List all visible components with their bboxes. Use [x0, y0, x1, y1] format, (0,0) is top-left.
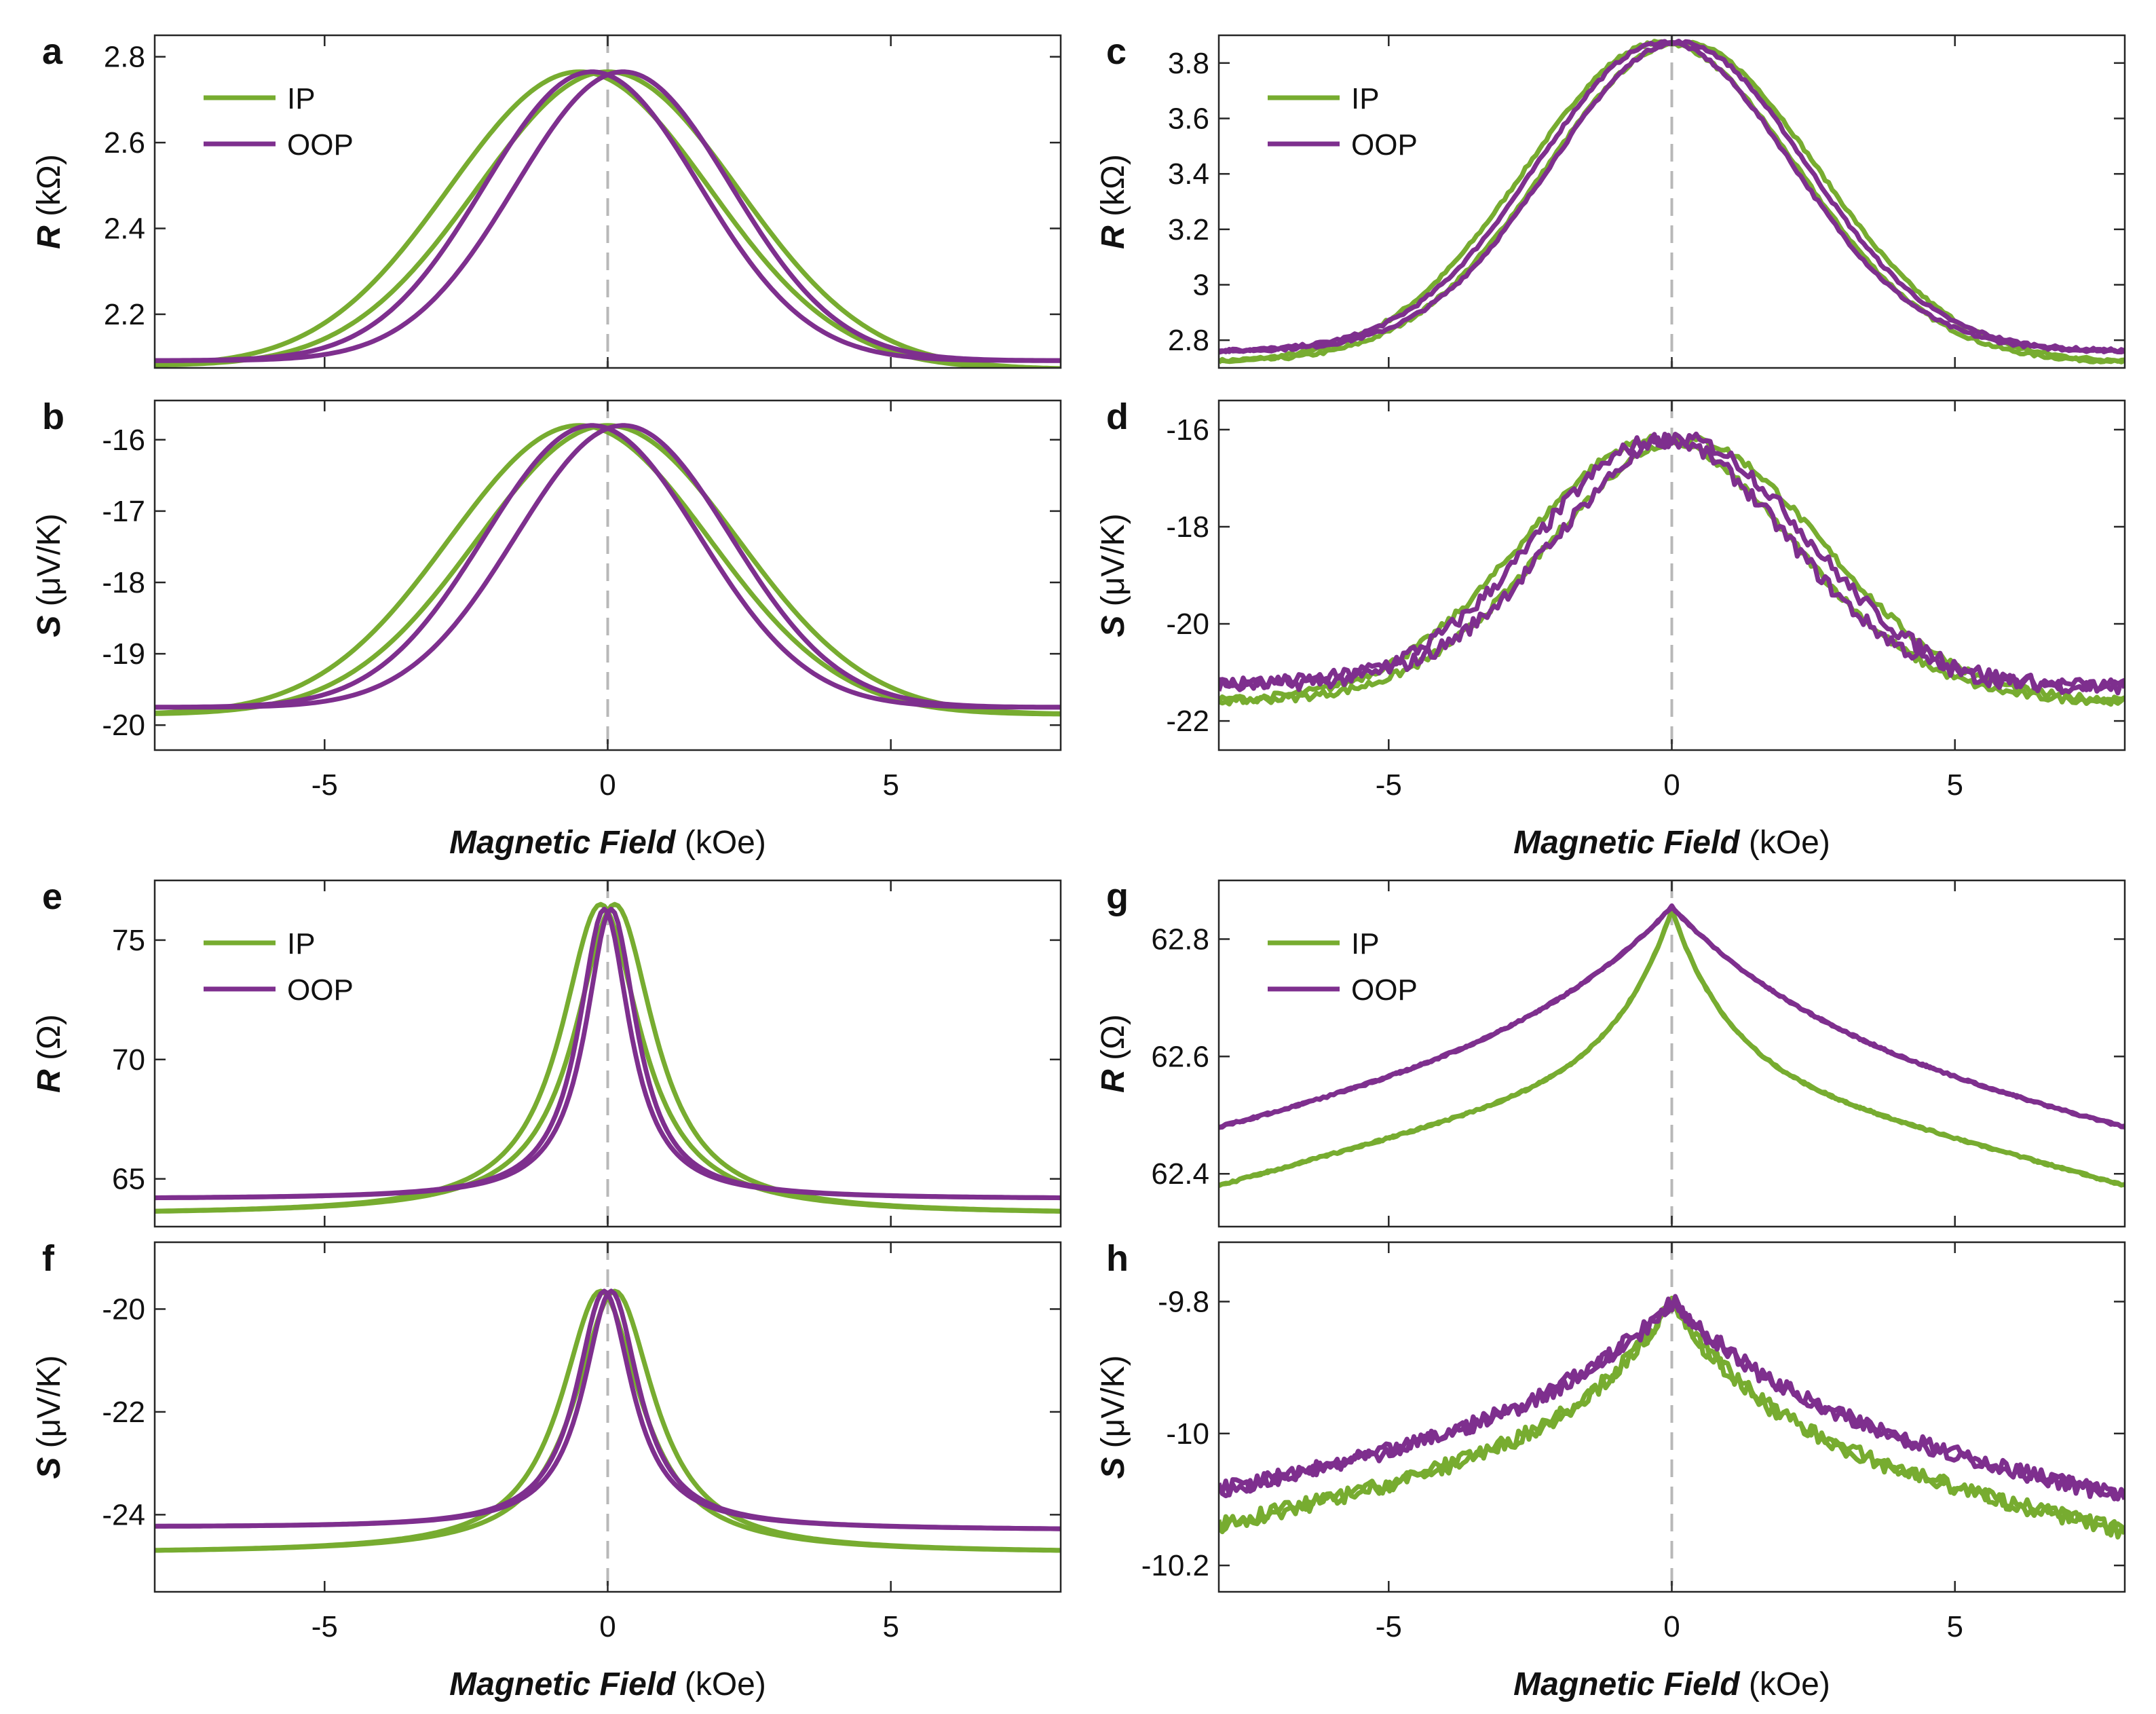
y-tick-label: 2.8 [104, 41, 145, 74]
x-tick-label: -5 [1376, 1610, 1402, 1643]
legend-label-ip: IP [1351, 82, 1380, 115]
y-tick-label: 62.8 [1151, 923, 1209, 956]
y-tick-label: 2.4 [104, 212, 145, 246]
legend-label-ip: IP [1351, 927, 1380, 961]
panel-g: 62.4 62.6 62.8 R (Ω) g IP OOP [1095, 876, 2126, 1228]
y-tick-label: 3.2 [1168, 213, 1209, 246]
panel-letter: e [42, 876, 62, 917]
y-tick-label: -16 [1166, 413, 1209, 447]
y-axis-label: S (μV/K) [31, 1355, 67, 1478]
y-tick-label: -10 [1166, 1417, 1209, 1451]
y-axis-label: R (kΩ) [1095, 154, 1131, 249]
y-tick-label: -19 [102, 637, 145, 671]
panel-letter: a [42, 31, 63, 72]
legend-label-oop: OOP [287, 128, 354, 162]
y-axis-label: S (μV/K) [1095, 513, 1131, 637]
legend-label-oop: OOP [1351, 128, 1418, 162]
x-tick-label: -5 [1376, 768, 1402, 802]
legend-label-oop: OOP [287, 973, 354, 1007]
series-oop-line [155, 1288, 1061, 1531]
panel-letter: d [1106, 396, 1129, 437]
panel-e: 65 70 75 R (Ω) e IP OOP [31, 876, 1062, 1228]
y-tick-label: 2.6 [104, 126, 145, 160]
panel-c: 2.8 3 3.2 3.4 3.6 3.8 R (kΩ) c IP OOP [1095, 31, 2126, 369]
y-tick-label: 70 [112, 1043, 145, 1077]
panel-a: 2.2 2.4 2.6 2.8 R (kΩ) a IP OOP [31, 31, 1062, 369]
y-tick-label: -20 [102, 709, 145, 742]
panel-f: -24 -22 -20 -5 0 5 Magnetic Field (kOe) S (μV/K… [31, 1238, 1062, 1702]
x-tick-label: 0 [599, 768, 616, 802]
y-tick-label: -20 [102, 1292, 145, 1326]
y-tick-label: -24 [102, 1498, 145, 1531]
x-tick-label: 5 [882, 1610, 899, 1643]
series-oop-line [1219, 1294, 2125, 1502]
y-tick-label: -22 [102, 1396, 145, 1429]
y-axis-label: S (μV/K) [1095, 1355, 1131, 1478]
y-tick-label: 62.6 [1151, 1040, 1209, 1073]
y-axis-label: R (Ω) [1095, 1014, 1131, 1093]
y-tick-label: 2.2 [104, 298, 145, 331]
x-tick-label: 5 [1946, 768, 1963, 802]
y-tick-label: -10.2 [1141, 1549, 1209, 1582]
y-axis-label: S (μV/K) [31, 513, 67, 637]
x-tick-label: 0 [1663, 768, 1680, 802]
y-tick-label: -17 [102, 495, 145, 528]
y-tick-label: 3 [1193, 269, 1209, 302]
y-tick-label: -16 [102, 424, 145, 457]
x-tick-label: 5 [1946, 1610, 1963, 1643]
panel-letter: b [42, 396, 64, 437]
panel-letter: f [42, 1238, 55, 1279]
panel-d: -22 -20 -18 -16 -5 0 5 Magnetic Field (kOe) S (μ… [1095, 396, 2126, 861]
series-oop-line [155, 423, 1061, 710]
x-tick-label: 0 [599, 1610, 616, 1643]
panel-b: -20 -19 -18 -17 -16 -5 0 5 Magnetic Field (kOe) S… [31, 396, 1062, 861]
panel-letter: h [1106, 1238, 1129, 1279]
y-tick-label: -9.8 [1158, 1285, 1209, 1318]
x-axis-label: Magnetic Field (kOe) [1513, 1666, 1830, 1702]
y-tick-label: 3.8 [1168, 47, 1209, 80]
legend-label-ip: IP [287, 927, 316, 961]
y-tick-label: -20 [1166, 608, 1209, 641]
panel-letter: c [1106, 31, 1127, 72]
series-ip-line [155, 423, 1061, 716]
y-tick-label: 75 [112, 924, 145, 957]
series-oop-line [155, 906, 1061, 1201]
legend-label-oop: OOP [1351, 973, 1418, 1007]
x-axis-label: Magnetic Field (kOe) [449, 1666, 766, 1702]
y-tick-label: 3.4 [1168, 157, 1209, 191]
y-axis-label: R (Ω) [31, 1014, 67, 1093]
y-tick-label: 2.8 [1168, 324, 1209, 357]
panel-h: -10.2 -10 -9.8 -5 0 5 Magnetic Field (kOe) S (μ… [1095, 1238, 2126, 1702]
x-tick-label: -5 [311, 768, 338, 802]
y-tick-label: -18 [102, 566, 145, 599]
series-oop-line [1219, 905, 2125, 1130]
y-tick-label: -22 [1166, 705, 1209, 738]
legend-label-ip: IP [287, 82, 316, 115]
series-oop-line [155, 69, 1061, 363]
panel-letter: g [1106, 876, 1129, 917]
y-tick-label: -18 [1166, 510, 1209, 544]
x-tick-label: -5 [311, 1610, 338, 1643]
x-axis-label: Magnetic Field (kOe) [1513, 825, 1830, 861]
series-oop-line [1219, 431, 2125, 696]
x-axis-label: Magnetic Field (kOe) [449, 825, 766, 861]
x-tick-label: 5 [882, 768, 899, 802]
y-tick-label: 3.6 [1168, 103, 1209, 136]
y-axis-label: R (kΩ) [31, 154, 67, 249]
x-tick-label: 0 [1663, 1610, 1680, 1643]
series-ip-line [155, 69, 1061, 368]
y-tick-label: 65 [112, 1163, 145, 1196]
y-tick-label: 62.4 [1151, 1157, 1209, 1191]
